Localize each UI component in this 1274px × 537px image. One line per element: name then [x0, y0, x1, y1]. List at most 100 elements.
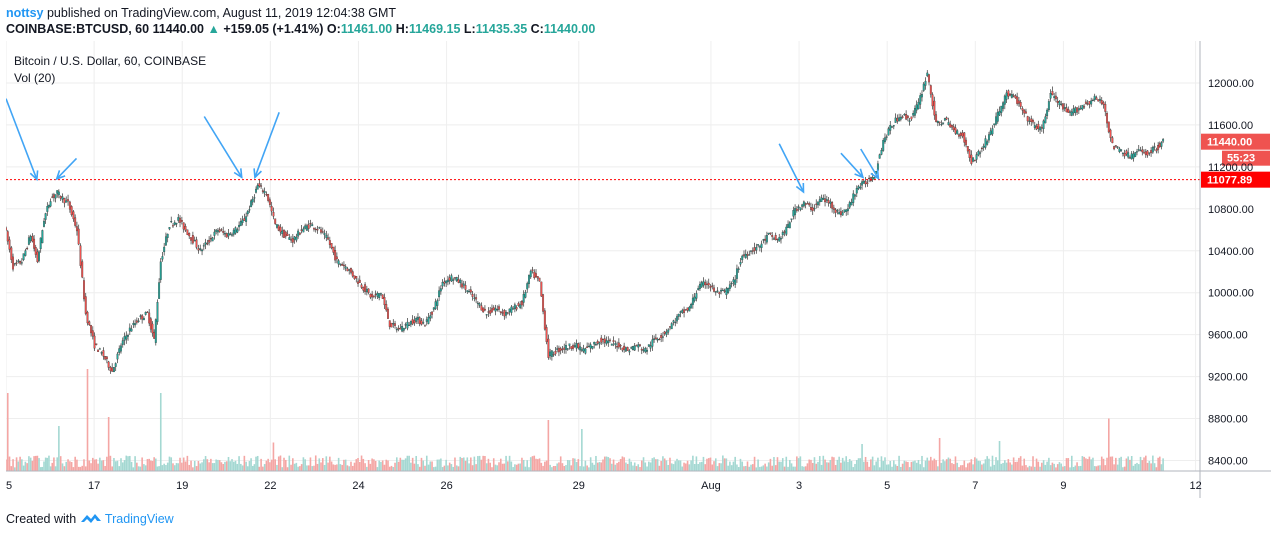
candle-body: [649, 345, 652, 349]
candle-body: [1012, 95, 1015, 97]
candle-body: [510, 306, 513, 313]
volume-bar: [887, 464, 890, 471]
candle-body: [605, 340, 608, 344]
volume-bar: [910, 461, 913, 471]
candle-body: [827, 200, 830, 204]
candle-body: [128, 327, 131, 332]
volume-bar: [547, 420, 550, 471]
volume-bar: [411, 457, 414, 471]
candle-body: [227, 232, 230, 237]
candle-body: [357, 281, 359, 284]
volume-bar: [607, 457, 610, 471]
candle-body: [250, 200, 253, 208]
volume-bar: [86, 369, 89, 471]
candle-body: [283, 229, 285, 238]
volume-bar: [589, 457, 592, 471]
volume-bar: [1130, 455, 1133, 471]
candle-body: [654, 337, 657, 340]
candle-body: [972, 157, 975, 162]
candle-body: [190, 237, 192, 241]
volume-bar: [1021, 465, 1024, 471]
candle-body: [209, 238, 212, 240]
candle-body: [191, 235, 194, 244]
candle-body: [51, 196, 54, 198]
candle-body: [307, 224, 310, 229]
candle-body: [466, 290, 469, 292]
volume-bar: [204, 456, 207, 471]
chart-frame[interactable]: 11077.89 11440.00 55:23 8400.00 8800.00 9200…: [0, 41, 1271, 498]
candle-body: [245, 216, 248, 222]
volume-bar: [1150, 463, 1152, 471]
volume-bar: [351, 465, 354, 471]
created-with-text: Created with: [6, 512, 77, 526]
candle-body: [602, 338, 604, 341]
candle-body: [476, 302, 479, 304]
up-triangle-icon: ▲: [207, 22, 220, 36]
candle-body: [184, 226, 187, 231]
volume-bar: [919, 464, 922, 471]
tradingview-brand[interactable]: TradingView: [104, 512, 174, 526]
volume-bar: [598, 462, 601, 471]
volume-bar: [690, 460, 692, 471]
volume-bar: [1136, 462, 1138, 471]
candle-body: [102, 350, 105, 357]
candle-body: [764, 238, 767, 241]
volume-bar: [681, 466, 684, 471]
volume-bar: [114, 461, 117, 471]
candle-body: [813, 208, 816, 210]
volume-bar: [709, 457, 712, 471]
price-tick-label: 12000.00: [1208, 78, 1254, 90]
volume-bar: [245, 461, 247, 471]
candle-body: [369, 293, 372, 298]
candle-body: [917, 101, 920, 110]
volume-bar: [799, 456, 802, 471]
volume-bar: [1002, 462, 1004, 471]
volume-bar: [1023, 458, 1026, 471]
volume-bar: [270, 459, 273, 471]
ohlc-line: COINBASE:BTCUSD, 60 11440.00 ▲ +159.05 (…: [6, 22, 595, 36]
price-chart[interactable]: 11077.89 11440.00 55:23 8400.00 8800.00 9200…: [0, 41, 1271, 498]
volume-bar: [153, 457, 155, 471]
volume-bar: [61, 463, 64, 471]
candle-body: [134, 323, 137, 326]
candle-body: [293, 236, 296, 240]
candle-body: [1028, 120, 1031, 122]
volume-bar: [95, 459, 98, 471]
candle-body: [290, 239, 293, 241]
volume-bar: [480, 459, 483, 471]
volume-bar: [977, 460, 980, 471]
volume-bar: [141, 457, 143, 471]
candle-body: [204, 242, 207, 245]
candle-body: [517, 303, 520, 306]
volume-bar: [528, 467, 530, 471]
volume-bar: [139, 466, 142, 471]
arrow-head-icon: [854, 168, 865, 179]
volume-bar: [679, 460, 682, 471]
author-name[interactable]: nottsy: [6, 6, 44, 20]
volume-bar: [1058, 462, 1061, 471]
volume-bar: [1042, 460, 1045, 471]
candle-body: [922, 83, 925, 91]
candle-body: [350, 268, 352, 273]
volume-bar: [750, 464, 752, 471]
candle-body: [411, 319, 414, 325]
time-tick-label: 9: [1060, 480, 1066, 492]
volume-bar: [762, 465, 765, 471]
volume-bar: [5, 459, 7, 471]
candle-body: [388, 320, 391, 327]
low-value: 11435.35: [475, 22, 528, 36]
annotation-arrow: [203, 116, 243, 178]
candle-body: [236, 229, 239, 233]
candle-body: [862, 180, 865, 184]
candle-body: [305, 225, 308, 231]
volume-bar: [272, 442, 275, 471]
volume-bar: [262, 466, 264, 471]
volume-bar: [561, 463, 564, 471]
volume-bar: [1011, 464, 1013, 471]
candle-body: [933, 100, 936, 116]
candle-body: [619, 345, 622, 347]
volume-bar: [898, 455, 900, 471]
volume-bar: [1049, 465, 1052, 471]
candle-body: [149, 318, 152, 330]
candle-body: [984, 138, 987, 148]
